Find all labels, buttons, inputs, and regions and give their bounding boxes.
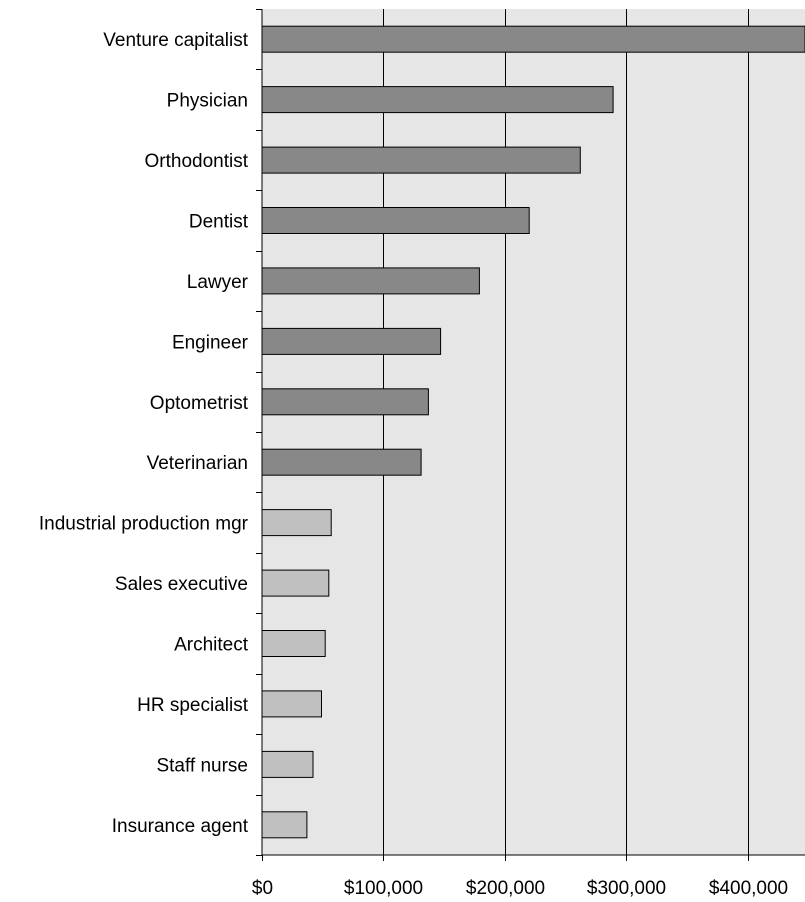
bar — [261, 569, 330, 597]
bar — [261, 86, 614, 114]
x-tick-label: $200,000 — [466, 878, 545, 899]
bar — [261, 448, 422, 476]
x-tick-labels: $0 $100,000 $200,000 $300,000 $400,000 — [252, 878, 788, 899]
x-tick-label: $400,000 — [709, 878, 788, 899]
category-label: Sales executive — [115, 574, 248, 595]
category-label: Industrial production mgr — [39, 514, 249, 535]
category-label: Lawyer — [187, 272, 249, 293]
bar — [261, 327, 442, 355]
category-label: Physician — [167, 91, 248, 112]
bar — [261, 388, 429, 416]
category-label: Architect — [174, 635, 249, 656]
bar — [261, 509, 332, 537]
bar — [261, 146, 581, 174]
bar — [261, 630, 326, 657]
category-label: Staff nurse — [156, 755, 248, 776]
category-label: Insurance agent — [112, 816, 249, 837]
axes — [256, 9, 805, 861]
category-label: Engineer — [172, 332, 249, 353]
x-tick-label: $0 — [252, 878, 273, 899]
category-label: Optometrist — [150, 393, 249, 414]
category-label: Venture capitalist — [103, 30, 248, 51]
x-tick-label: $100,000 — [344, 878, 423, 899]
bar — [261, 267, 480, 295]
bar — [261, 750, 314, 778]
category-label: Orthodontist — [145, 151, 249, 172]
bar — [261, 690, 322, 718]
category-label: HR specialist — [137, 695, 249, 716]
bars — [261, 25, 805, 839]
bar — [261, 25, 805, 53]
bar — [261, 811, 308, 839]
bar — [261, 207, 530, 234]
x-tick-label: $300,000 — [587, 878, 666, 899]
category-labels: Venture capitalist Physician Orthodontist D… — [39, 30, 249, 837]
plot-background — [262, 9, 805, 855]
category-label: Veterinarian — [147, 453, 248, 474]
category-label: Dentist — [189, 212, 249, 233]
